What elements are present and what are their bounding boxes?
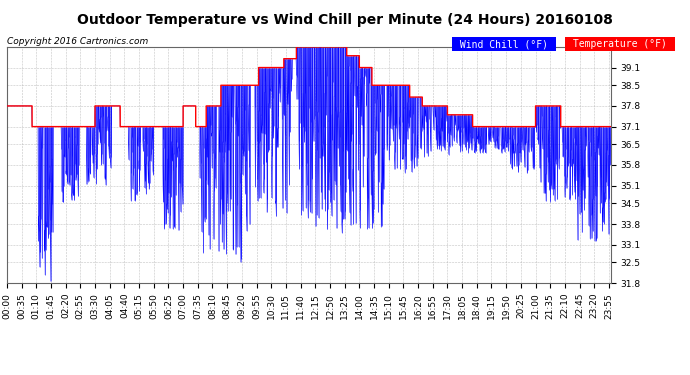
Text: Temperature (°F): Temperature (°F) [567, 39, 673, 50]
Text: Wind Chill (°F): Wind Chill (°F) [454, 39, 554, 50]
Text: Outdoor Temperature vs Wind Chill per Minute (24 Hours) 20160108: Outdoor Temperature vs Wind Chill per Mi… [77, 13, 613, 27]
Text: Copyright 2016 Cartronics.com: Copyright 2016 Cartronics.com [7, 38, 148, 46]
